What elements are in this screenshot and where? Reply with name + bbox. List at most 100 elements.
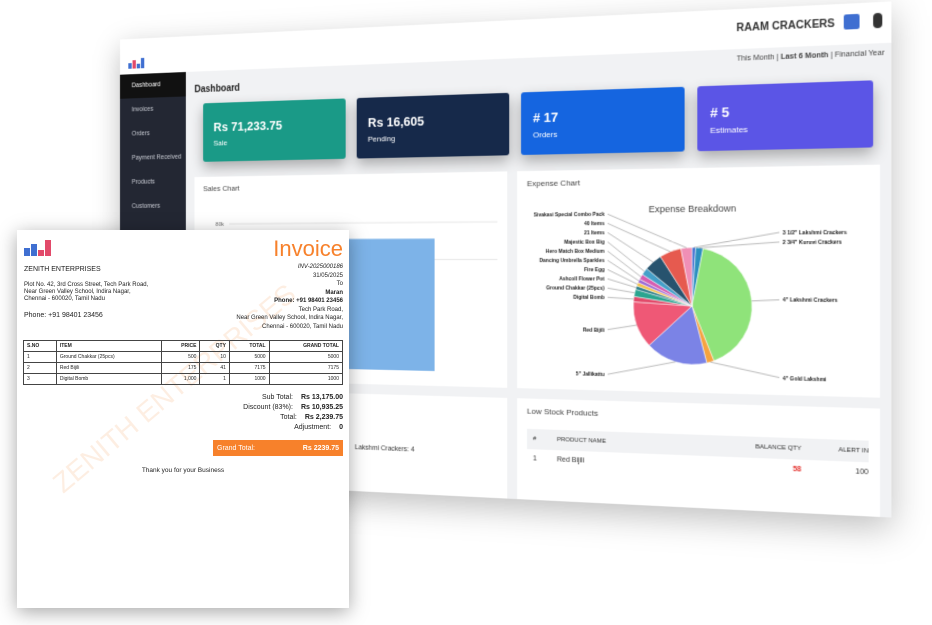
table: S.NO ITEM PRICE QTY TOTAL GRAND TOTAL 1 Ground … <box>23 340 343 385</box>
table-row: 3 Digital Bomb 1,000 1 1000 1000 <box>24 374 343 385</box>
slice-label: 40 Items <box>584 221 605 228</box>
panel-title: Expense Chart <box>527 178 580 188</box>
slice-label: 2 3/4" Kuruvi Crackers <box>783 239 843 246</box>
phone: Phone: +91 98401 23456 <box>24 312 103 319</box>
address: Plot No. 42, 3rd Cross Street, Tech Park… <box>24 282 148 289</box>
panel: Low Stock Products # PRODUCT NAME BALANCE Q… <box>517 398 880 517</box>
table-cell: 3 <box>24 374 57 385</box>
slice-label: Digital Bomb <box>573 295 604 302</box>
i <box>24 248 30 256</box>
table-cell: Red Bijili <box>56 363 162 374</box>
column-header: PRICE <box>162 341 200 352</box>
table-cell: 1 <box>200 374 230 385</box>
slice-label: Dancing Umbrella Sparkles <box>539 258 605 265</box>
customer-phone: Phone: +91 98401 23456 <box>236 297 343 306</box>
slice-label: Fire Egg <box>584 267 604 274</box>
slice-label: Sivakasi Special Combo Pack <box>534 212 605 219</box>
grand: Grand Total: Rs 2239.75 <box>213 440 343 456</box>
ilogo <box>24 240 52 256</box>
i <box>38 250 44 256</box>
sidebar-item[interactable]: Orders <box>120 121 186 147</box>
slice-label: Hero Match Box Medium <box>546 249 605 256</box>
summary-label: Total: <box>193 413 305 423</box>
summary-label: Sub Total: <box>193 393 301 403</box>
leader-line <box>608 223 671 252</box>
slice-label: 21 Items <box>584 230 605 237</box>
leader-line <box>608 325 637 330</box>
sum: Sub Total: Rs 13,175.00 Discount (83%): Rs … <box>193 393 343 433</box>
table-cell: 1 <box>24 352 57 363</box>
column-header: TOTAL <box>229 341 269 352</box>
table-cell: 58 <box>704 456 802 481</box>
i <box>128 63 131 69</box>
leader-line <box>608 360 676 375</box>
table-cell: 100 <box>801 460 868 484</box>
summary-label: Discount (83%): <box>193 403 301 413</box>
table-cell: 2 <box>24 363 57 374</box>
number: INV-2025000186 <box>236 263 343 272</box>
grand-total: Grand Total: <box>217 445 255 452</box>
bicon <box>873 13 882 29</box>
grand-total: Rs 2239.75 <box>303 445 339 452</box>
sidebar-item[interactable]: Customers <box>120 194 186 219</box>
table-cell: 1000 <box>229 374 269 385</box>
table-cell: 1000 <box>269 374 342 385</box>
kpi-value: # 17 <box>533 109 558 125</box>
summary-value: 0 <box>339 423 343 433</box>
leader-line <box>608 279 637 288</box>
to-label: To <box>236 280 343 289</box>
column-header: S.NO <box>24 341 57 352</box>
i <box>31 244 37 256</box>
sidebar-item[interactable]: Dashboard <box>120 72 186 99</box>
table-cell: 500 <box>162 352 200 363</box>
column-header: # <box>527 429 557 450</box>
svg: Expense Breakdown3 1/2" Lakshmi Crackers… <box>517 186 880 397</box>
sidebar-item[interactable]: Products <box>120 170 186 195</box>
kpi-value: Rs 16,605 <box>368 114 424 130</box>
table-row: 1 Ground Chakkar (25pcs) 500 10 5000 5000 <box>24 352 343 363</box>
filters[interactable]: Last 6 Month <box>781 52 829 61</box>
table-cell: 1,000 <box>162 374 200 385</box>
leader-line <box>608 288 635 293</box>
filters[interactable]: Financial Year <box>835 50 885 60</box>
table-cell: 10 <box>200 352 230 363</box>
kpi-value: # 5 <box>710 104 729 120</box>
summary-value: Rs 2,239.75 <box>305 413 343 423</box>
table-cell: Ground Chakkar (25pcs) <box>56 352 162 363</box>
filters[interactable]: This Month <box>737 54 775 63</box>
table-cell: Red Bijili <box>557 450 704 477</box>
stock-note: Lakshmi Crackers: 4 <box>355 444 415 453</box>
lst: # PRODUCT NAME BALANCE QTY ALERT IN 1 Red Bij… <box>527 429 869 484</box>
title: Invoice <box>273 236 343 262</box>
leader-line <box>699 242 779 248</box>
date: 31/05/2025 <box>236 272 343 281</box>
column-header: ALERT IN <box>801 438 868 462</box>
summary-row: Sub Total: Rs 13,175.00 <box>193 393 343 403</box>
table-cell: 1 <box>527 449 557 471</box>
table-cell: 7175 <box>229 363 269 374</box>
chart-title: Expense Breakdown <box>649 203 737 215</box>
column-header: GRAND TOTAL <box>269 341 342 352</box>
address: Near Green Valley School, Indira Nagar, <box>24 289 148 296</box>
summary-value: Rs 13,175.00 <box>301 393 343 403</box>
page: RAAM CRACKERS Dashboard Invoices Orders Pay… <box>0 0 932 625</box>
table-cell: 41 <box>200 363 230 374</box>
leader-line <box>608 213 687 248</box>
table-cell: Digital Bomb <box>56 374 162 385</box>
table-header: S.NO ITEM PRICE QTY TOTAL GRAND TOTAL <box>24 341 343 352</box>
page-title: Dashboard <box>194 83 239 95</box>
summary-value: Rs 10,935.25 <box>301 403 343 413</box>
topbar: RAAM CRACKERS <box>120 1 891 74</box>
i <box>137 64 140 69</box>
sidebar-item[interactable]: Payment Received <box>120 145 186 171</box>
table-cell: 5000 <box>229 352 269 363</box>
kpi-label: Estimates <box>710 125 748 135</box>
column-header: ITEM <box>56 341 162 352</box>
leader-line <box>752 300 780 302</box>
y-tick-label: 80k <box>216 222 225 228</box>
address: Chennai - 600020, Tamil Nadu <box>24 296 148 303</box>
i <box>141 58 144 68</box>
leader-line <box>710 362 779 378</box>
sidebar-item[interactable]: Invoices <box>120 96 186 122</box>
table-cell: 5000 <box>269 352 342 363</box>
